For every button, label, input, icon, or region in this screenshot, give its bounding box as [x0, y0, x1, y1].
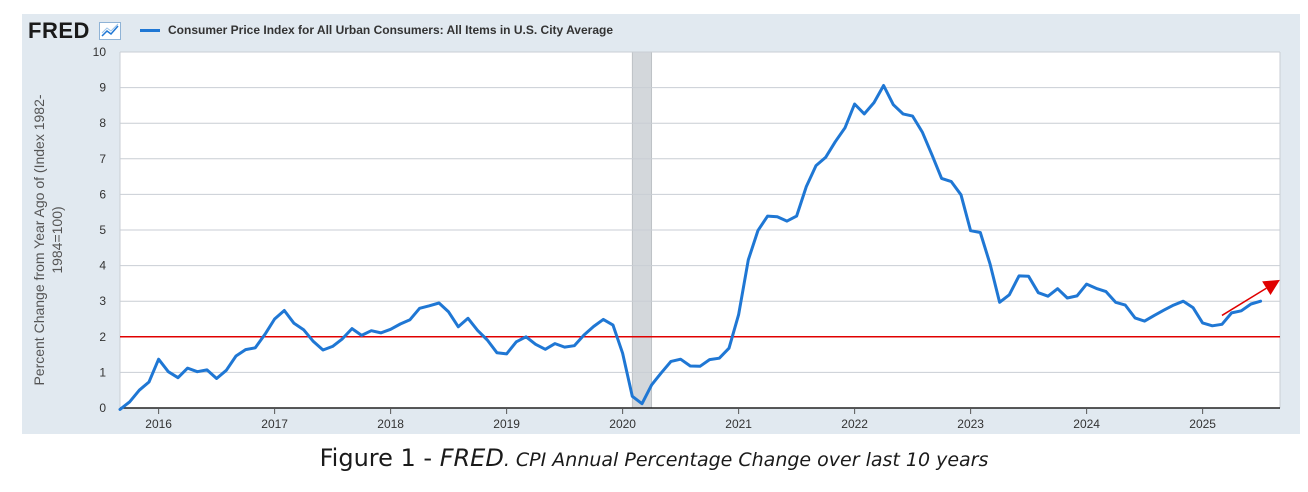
- x-tick-label: 2023: [957, 417, 984, 431]
- fred-logo: FRED: [28, 18, 121, 44]
- cpi-line-chart: 0 1 2 3 4 5 6 7 8 9 10 2016 2017 2018 2019 2020 2021 202…: [31, 45, 1281, 431]
- figure-caption: Figure 1 - FRED. CPI Annual Percentage C…: [0, 444, 1308, 472]
- x-tick-label: 2025: [1189, 417, 1216, 431]
- legend-label: Consumer Price Index for All Urban Consu…: [168, 23, 613, 37]
- y-tick-label: 5: [99, 223, 106, 237]
- chart-legend: Consumer Price Index for All Urban Consu…: [140, 23, 613, 37]
- trend-arrow-head: [1262, 279, 1280, 296]
- caption-source: FRED: [439, 444, 504, 472]
- caption-lead: Figure 1 -: [319, 444, 440, 472]
- trend-chart-icon: [98, 22, 121, 40]
- x-tick-label: 2020: [609, 417, 636, 431]
- y-tick-label: 1: [99, 365, 106, 379]
- y-tick-label: 10: [93, 45, 107, 59]
- chart-panel: 0 1 2 3 4 5 6 7 8 9 10 2016 2017 2018 2019 2020 2021 202…: [22, 14, 1300, 434]
- cpi-series-line: [118, 84, 1263, 411]
- x-tick-label: 2024: [1073, 417, 1100, 431]
- y-tick-label: 3: [99, 294, 106, 308]
- y-tick-label: 8: [99, 116, 106, 130]
- x-tick-label: 2022: [841, 417, 868, 431]
- y-axis-label: Percent Change from Year Ago of (Index 1…: [31, 94, 65, 385]
- caption-description: . CPI Annual Percentage Change over last…: [503, 449, 989, 471]
- trend-arrow-shaft: [1221, 287, 1267, 317]
- x-tick-label: 2016: [145, 417, 172, 431]
- x-tick-label: 2018: [377, 417, 404, 431]
- x-tick-label: 2017: [261, 417, 288, 431]
- fred-logo-text: FRED: [28, 18, 90, 43]
- y-tick-label: 9: [99, 81, 106, 95]
- y-tick-label: 7: [99, 152, 106, 166]
- y-tick-label: 4: [99, 259, 106, 273]
- x-tick-label: 2019: [493, 417, 520, 431]
- y-tick-label: 2: [99, 330, 106, 344]
- y-tick-label: 0: [99, 401, 106, 415]
- x-tick-label: 2021: [725, 417, 752, 431]
- y-tick-label: 6: [99, 187, 106, 201]
- legend-swatch: [140, 28, 160, 32]
